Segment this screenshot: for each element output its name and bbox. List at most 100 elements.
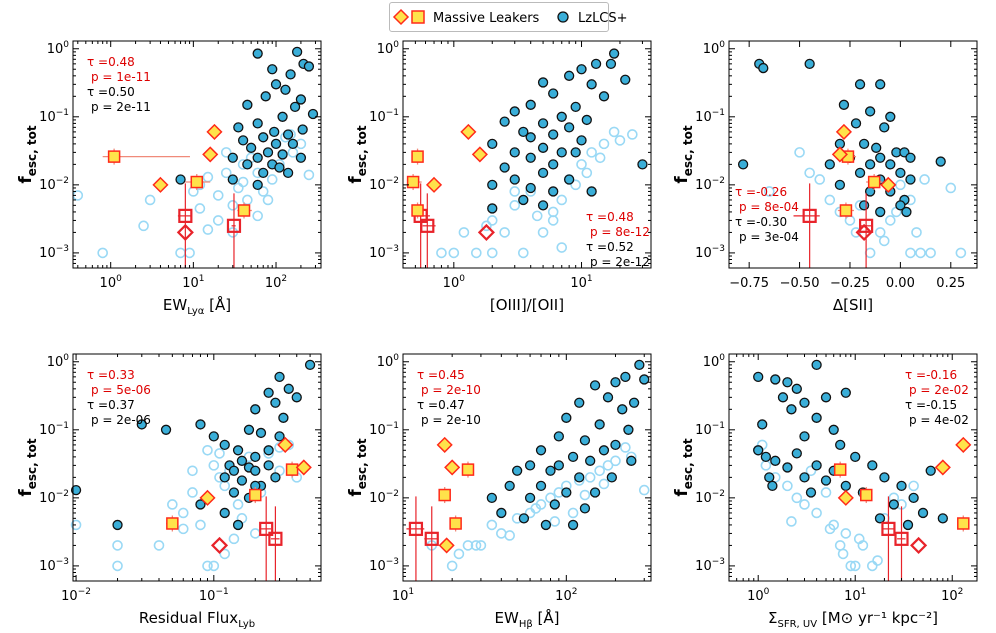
lzlcs-point (258, 167, 269, 179)
lzlcs-faint-point (782, 480, 793, 492)
lzlcs-faint-point (509, 186, 521, 197)
lzlcs-faint-point (814, 174, 826, 185)
lzlcs-point (875, 206, 886, 218)
lzlcs-point (782, 462, 793, 473)
lzlcs-point (295, 94, 307, 105)
x-tick-label: 100 (100, 274, 123, 291)
stats-tau-black: τ =-0.30 (735, 215, 787, 229)
lzlcs-point (252, 152, 263, 163)
lzlcs-point (228, 487, 240, 498)
lzlcs-point (935, 156, 946, 167)
x-tick-label: 102 (941, 587, 963, 604)
lzlcs-point (623, 424, 634, 435)
stats-p-black: p = 3e-04 (739, 230, 799, 244)
lzlcs-point (902, 519, 914, 531)
upper-limit-square (259, 521, 274, 536)
leaker-diamond (277, 436, 294, 453)
lzlcs-faint-point (844, 215, 856, 226)
lzlcs-faint-point (177, 523, 189, 535)
lzlcs-faint-point (202, 560, 213, 572)
lzlcs-point (610, 439, 621, 451)
lzlcs-point (553, 431, 564, 442)
panel-sii: 10−3 10−2 10−1 100 −0.75 −0.50 −0.25 0.00 0.25 fe… (672, 40, 978, 314)
lzlcs-point (278, 412, 289, 423)
lzlcs-point (777, 392, 789, 403)
lzlcs-point (267, 64, 278, 75)
lzlcs-point (260, 91, 271, 102)
stats-p-black: p = 2e-11 (91, 100, 151, 114)
upper-limit-square (178, 208, 193, 223)
lzlcs-point (871, 142, 882, 153)
lzlcs-point (879, 472, 890, 483)
leaker-square (107, 150, 121, 163)
x-axis-label: Δ[SII] (833, 296, 873, 314)
leaker-square (957, 517, 970, 530)
lzlcs-faint-point (915, 247, 926, 259)
legend-massive-leakers-label: Massive Leakers (433, 11, 540, 26)
axes-frame (72, 40, 322, 269)
stats-p-black: p = 4e-02 (909, 413, 969, 427)
lzlcs-point (804, 58, 815, 70)
lzlcs-faint-point (232, 499, 244, 510)
x-axis-label: ΣSFR, UV [M⊙ yr⁻¹ kpc⁻²] (768, 609, 938, 630)
lzlcs-faint-point (153, 540, 165, 551)
lzlcs-point (908, 492, 919, 504)
lzlcs-faint-point (584, 472, 596, 483)
lzlcs-point (864, 106, 876, 117)
x-axis-label: Residual FluxLyb (139, 609, 255, 630)
stats-p-red: p = 1e-11 (91, 70, 151, 84)
axes-frame (72, 353, 322, 582)
x-tick-label: 102 (265, 274, 287, 291)
lzlcs-point (243, 424, 255, 435)
lzlcs-faint-point (112, 540, 123, 551)
lzlcs-faint-point (620, 442, 631, 453)
lzlcs-point (303, 61, 315, 72)
lzlcs-faint-point (811, 507, 822, 519)
y-axis-label: fesc, tot (16, 125, 39, 184)
lzlcs-point (270, 138, 282, 150)
y-tick-label: 10−3 (39, 557, 69, 574)
lzlcs-faint-point (436, 247, 447, 259)
lzlcs-faint-point (905, 247, 916, 259)
lzlcs-faint-point (470, 540, 482, 551)
lzlcs-faint-point (249, 528, 261, 539)
lzlcs-point (277, 111, 288, 122)
lzlcs-faint-point (509, 200, 521, 211)
lzlcs-point (598, 91, 610, 102)
y-tick-label: 100 (47, 40, 70, 57)
lzlcs-point (537, 77, 549, 88)
lzlcs-point (70, 484, 82, 496)
lzlcs-point (820, 392, 832, 403)
lzlcs-faint-point (845, 560, 857, 572)
lzlcs-faint-point (219, 480, 231, 492)
lzlcs-faint-point (530, 503, 542, 514)
lzlcs-point (563, 174, 575, 185)
lzlcs-point (567, 451, 579, 463)
lzlcs-point (285, 69, 296, 80)
lzlcs-faint-point (547, 215, 559, 226)
lzlcs-point (195, 419, 206, 430)
lzlcs-faint-point (167, 499, 178, 510)
leaker-diamond (835, 123, 852, 140)
lzlcs-point (867, 460, 878, 471)
lzlcs-faint-point (70, 519, 82, 531)
y-tick-label: 10−1 (39, 108, 69, 125)
y-tick-label: 10−2 (369, 176, 399, 193)
stats-tau-black: τ =-0.15 (905, 398, 957, 412)
lzlcs-point (227, 174, 238, 185)
lzlcs-point (509, 147, 520, 158)
y-tick-label: 10−3 (39, 244, 69, 261)
legend-lzlcs-label: LzLCS+ (578, 11, 628, 26)
upper-limit-square (424, 531, 439, 546)
lzlcs-point (297, 124, 308, 135)
lzlcs-point (581, 114, 592, 126)
leaker-diamond (436, 436, 453, 453)
lzlcs-point (589, 487, 601, 498)
lzlcs-point (219, 439, 230, 451)
leaker-square (860, 488, 873, 502)
lzlcs-point (208, 431, 219, 442)
lzlcs-faint-point (610, 455, 621, 467)
lzlcs-faint-point (834, 540, 846, 551)
lzlcs-point (901, 206, 912, 218)
lzlcs-point (563, 122, 575, 133)
